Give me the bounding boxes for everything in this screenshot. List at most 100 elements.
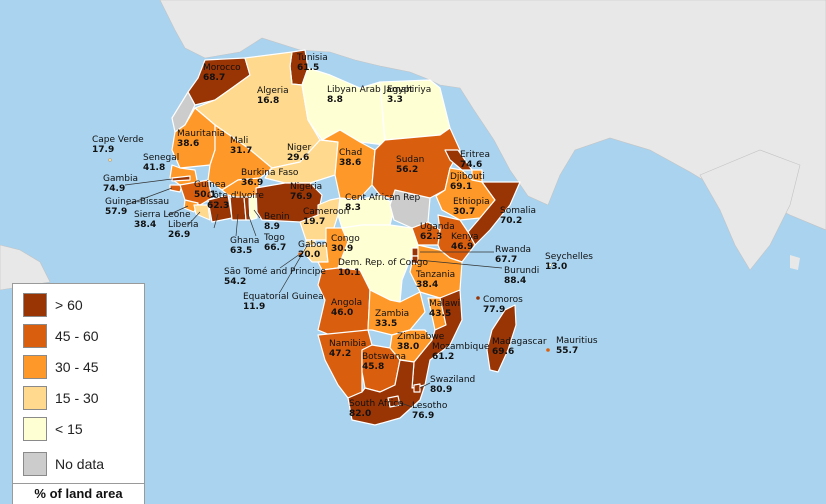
country-name: Uganda (420, 222, 455, 232)
country-value: 17.9 (92, 145, 115, 155)
country-name: Mauritania (177, 129, 225, 139)
legend-label: 30 - 45 (55, 359, 99, 375)
country-value: 82.0 (349, 409, 372, 419)
country-value: 8.9 (264, 222, 280, 232)
country-label: Sudan 56.2 (396, 155, 424, 175)
country-label: Namibia 47.2 (329, 339, 366, 359)
country-value: 61.5 (297, 63, 320, 73)
country-value: 88.4 (504, 276, 527, 286)
country-name: Algeria (257, 86, 289, 96)
country-value: 38.6 (177, 139, 200, 149)
country-label: South Africa 82.0 (349, 399, 404, 419)
country-label: Tunisia 61.5 (297, 53, 328, 73)
country-name: Angola (331, 298, 363, 308)
country-label: Nigeria 76.9 (290, 182, 322, 202)
country-name: Guinea-Bissau (105, 197, 170, 207)
country-label: Niger 29.6 (287, 143, 311, 163)
country-value: 50.1 (194, 190, 217, 200)
country-label: Mauritius 55.7 (556, 336, 598, 356)
country-name: Namibia (329, 339, 367, 349)
country-label: Eritrea 74.6 (460, 150, 490, 170)
country-label: Mozambique 61.2 (432, 342, 489, 362)
country-name: Eritrea (460, 150, 490, 160)
country-label: Senegal 41.8 (143, 153, 179, 173)
region-sudan (371, 127, 461, 206)
country-label: Zimbabwe 38.0 (397, 332, 444, 352)
country-label: Mauritania 38.6 (177, 129, 225, 149)
country-name: Libyan Arab Jamahiriya (327, 85, 432, 95)
country-name: Gambia (103, 174, 138, 184)
country-label: Algeria 16.8 (257, 86, 289, 106)
country-value: 70.2 (500, 216, 523, 226)
country-value: 54.2 (224, 277, 247, 287)
country-name: Niger (287, 143, 312, 153)
country-name: Sierra Leone (134, 210, 191, 220)
region-chad (321, 129, 376, 201)
region-guinea-bissau (169, 184, 183, 193)
landmass-sri-lanka (790, 255, 800, 270)
country-value: 62.3 (207, 201, 230, 211)
country-label: Liberia 26.9 (168, 220, 198, 240)
country-name: Ghana (230, 236, 260, 246)
country-name: Burkina Faso (241, 168, 299, 178)
country-label: Chad 38.6 (339, 148, 362, 168)
country-name: Tunisia (297, 53, 328, 63)
country-name: Swaziland (430, 375, 476, 385)
country-name: Zambia (375, 309, 410, 319)
country-value: 30.7 (453, 207, 476, 217)
country-label: Libyan Arab Jamahiriya 8.8 (327, 85, 431, 105)
country-name: Mozambique (432, 342, 490, 352)
country-label: Somalia 70.2 (500, 206, 536, 226)
country-value: 16.8 (257, 96, 280, 106)
country-value: 30.9 (331, 244, 354, 254)
country-value: 38.6 (339, 158, 362, 168)
region-lesotho (387, 395, 401, 408)
legend-label: 15 - 30 (55, 390, 99, 406)
country-value: 80.9 (430, 385, 453, 395)
legend-label: No data (55, 456, 105, 472)
country-name: Madagascar (492, 337, 547, 347)
legend-swatch (23, 293, 47, 317)
country-label: São Tomé and Principe 54.2 (224, 267, 326, 287)
country-label: Cent African Rep 8.3 (345, 193, 420, 213)
region-madagascar (486, 304, 517, 373)
country-label: Equatorial Guinea 11.9 (243, 292, 324, 312)
country-name: Nigeria (290, 182, 323, 192)
leader-sierra-leone (167, 205, 189, 216)
country-label: Botswana 45.8 (362, 352, 406, 372)
leader-sao-tome (279, 253, 301, 269)
country-value: 8.3 (345, 203, 361, 213)
country-value: 62.3 (420, 232, 443, 242)
country-label: Ghana 63.5 (230, 236, 259, 256)
legend-swatch (23, 355, 47, 379)
country-label: Burkina Faso 36.9 (241, 168, 298, 188)
country-name: Senegal (143, 153, 180, 163)
country-name: Equatorial Guinea (243, 292, 324, 302)
country-value: 13.0 (545, 262, 568, 272)
island-cape-verde (108, 158, 112, 162)
country-value: 46.9 (451, 242, 474, 252)
country-name: Chad (339, 148, 363, 158)
country-name: Botswana (362, 352, 406, 362)
leader-ghana (235, 213, 239, 237)
country-name: Lesotho (412, 401, 448, 411)
country-label: Côte d'Ivoire 62.3 (207, 191, 264, 211)
leader-gambia (124, 178, 173, 186)
region-eritrea (444, 149, 473, 171)
legend-label: < 15 (55, 421, 83, 437)
country-name: Benin (264, 212, 290, 222)
country-label: Lesotho 76.9 (412, 401, 447, 421)
country-name: Dem. Rep. of Congo (338, 258, 429, 268)
country-label: Malawi 43.5 (429, 299, 460, 319)
legend: > 60 45 - 60 30 - 45 15 - 30 < 15 No dat… (12, 283, 145, 504)
legend-item: 30 - 45 (23, 355, 143, 379)
country-label: Guinea-Bissau 57.9 (105, 197, 169, 217)
country-value: 77.9 (483, 305, 506, 315)
country-value: 74.6 (460, 160, 483, 170)
leader-togo (247, 213, 257, 237)
country-name: São Tomé and Principe (224, 267, 326, 277)
legend-swatch (23, 324, 47, 348)
country-name: Zimbabwe (397, 332, 445, 342)
country-label: Burundi 88.4 (504, 266, 539, 286)
country-value: 38.4 (134, 220, 157, 230)
